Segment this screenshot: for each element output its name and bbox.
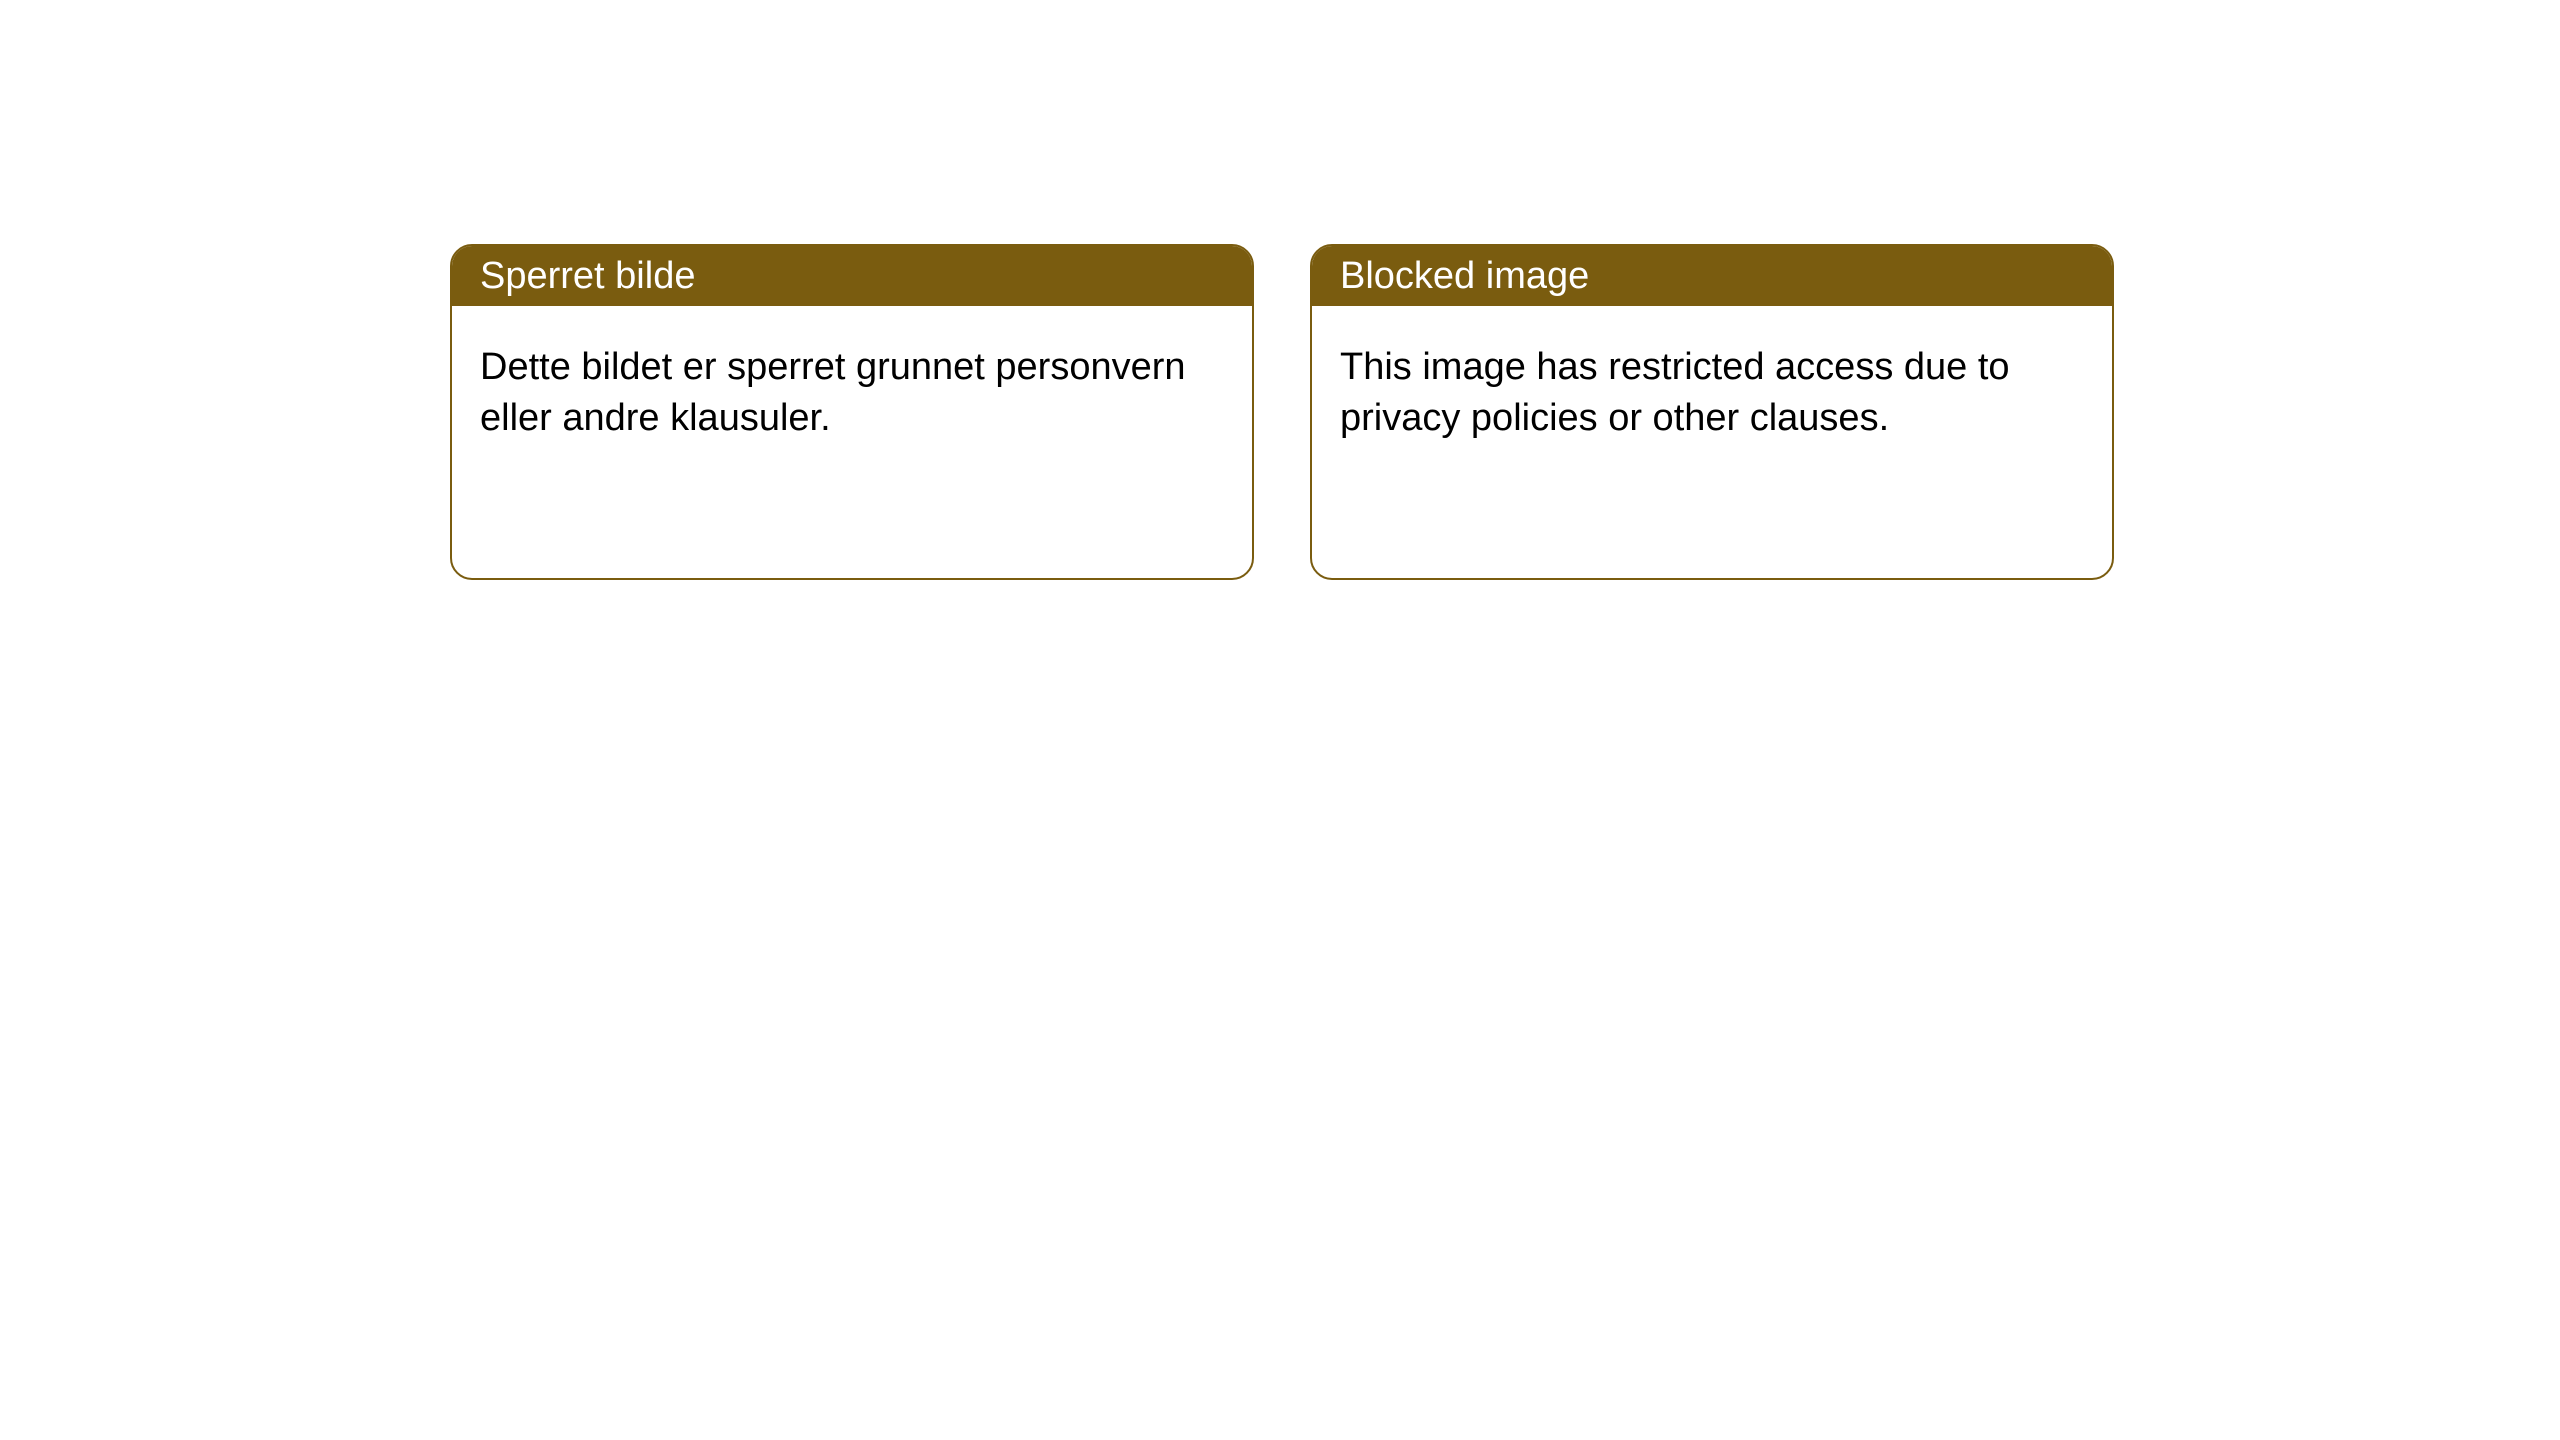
notice-card-header-en: Blocked image <box>1312 246 2112 306</box>
notice-text-en: This image has restricted access due to … <box>1340 346 2010 439</box>
notice-title-no: Sperret bilde <box>480 255 695 298</box>
notice-card-no: Sperret bilde Dette bildet er sperret gr… <box>450 244 1254 580</box>
notice-card-en: Blocked image This image has restricted … <box>1310 244 2114 580</box>
notice-card-body-en: This image has restricted access due to … <box>1312 306 2112 481</box>
notice-card-body-no: Dette bildet er sperret grunnet personve… <box>452 306 1252 481</box>
notice-container: Sperret bilde Dette bildet er sperret gr… <box>0 0 2560 580</box>
notice-title-en: Blocked image <box>1340 255 1589 298</box>
notice-card-header-no: Sperret bilde <box>452 246 1252 306</box>
notice-text-no: Dette bildet er sperret grunnet personve… <box>480 346 1186 439</box>
